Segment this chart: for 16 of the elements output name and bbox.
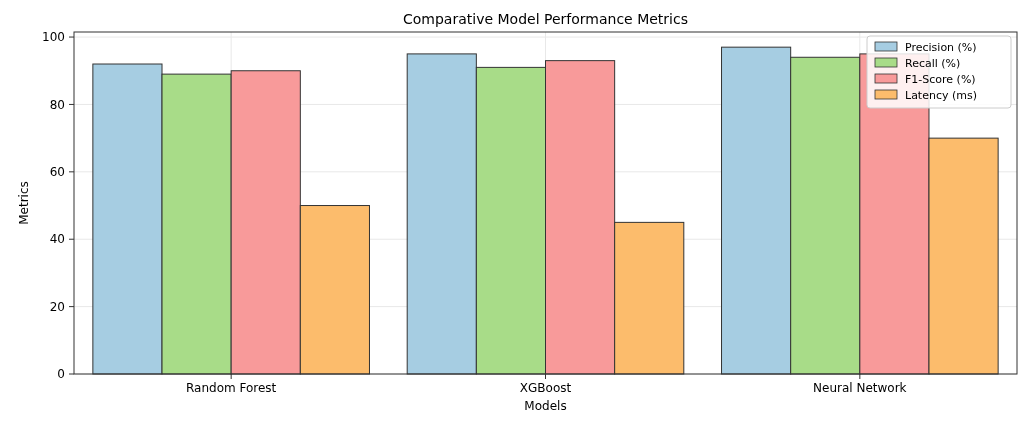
legend-label: Precision (%): [905, 40, 977, 54]
y-tick-label: 0: [57, 367, 65, 382]
x-tick-label: Neural Network: [813, 381, 907, 395]
legend-label: Recall (%): [905, 56, 961, 70]
legend-label: Latency (ms): [905, 88, 978, 102]
x-tick-label: XGBoost: [519, 381, 572, 395]
y-tick-label: 40: [49, 232, 65, 247]
y-tick-label: 20: [49, 299, 65, 314]
y-tick-label: 80: [49, 97, 65, 112]
x-axis-title: Models: [524, 399, 567, 413]
x-tick-label: Random Forest: [186, 381, 277, 395]
legend-label: F1-Score (%): [905, 72, 976, 86]
chart-title: Comparative Model Performance Metrics: [403, 11, 688, 27]
y-axis-title: Metrics: [17, 181, 31, 225]
y-tick-label: 100: [42, 30, 65, 45]
y-tick-label: 60: [49, 165, 65, 180]
